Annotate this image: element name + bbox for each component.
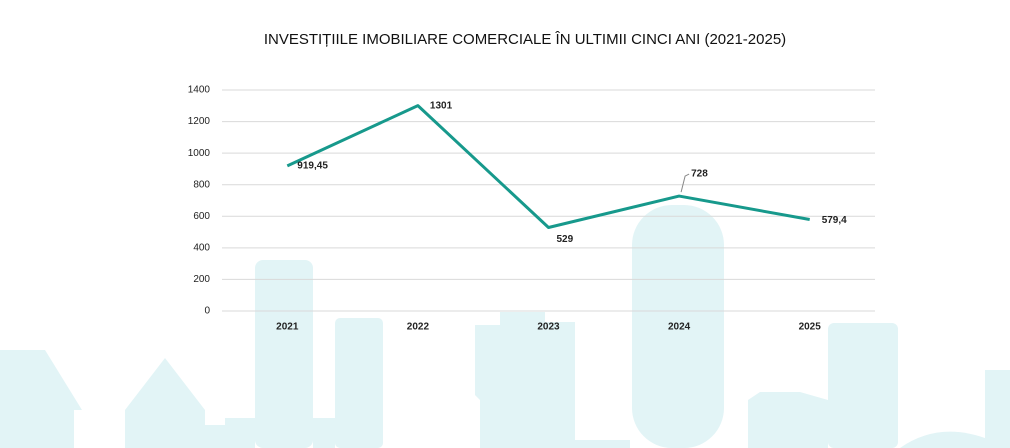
y-tick-label: 1400: [188, 85, 211, 96]
data-label: 728: [691, 169, 708, 180]
city-silhouette: [0, 205, 1010, 448]
leader-line: [680, 173, 690, 193]
y-tick-label: 1000: [188, 148, 211, 159]
data-label: 1301: [430, 100, 453, 111]
y-tick-label: 400: [193, 242, 210, 253]
data-label: 529: [557, 234, 574, 245]
chart-title: INVESTIȚIILE IMOBILIARE COMERCIALE ÎN UL…: [264, 31, 786, 48]
data-label: 579,4: [822, 215, 847, 226]
y-tick-label: 0: [204, 306, 210, 317]
x-tick-label: 2024: [668, 322, 691, 333]
y-tick-label: 600: [193, 211, 210, 222]
x-tick-label: 2023: [537, 322, 560, 333]
y-tick-label: 1200: [188, 116, 211, 127]
x-tick-label: 2025: [799, 322, 822, 333]
y-tick-label: 800: [193, 179, 210, 190]
y-tick-label: 200: [193, 274, 210, 285]
line: [286, 104, 810, 229]
x-tick-label: 2021: [276, 322, 299, 333]
x-tick-label: 2022: [407, 322, 430, 333]
data-label: 919,45: [297, 160, 328, 171]
